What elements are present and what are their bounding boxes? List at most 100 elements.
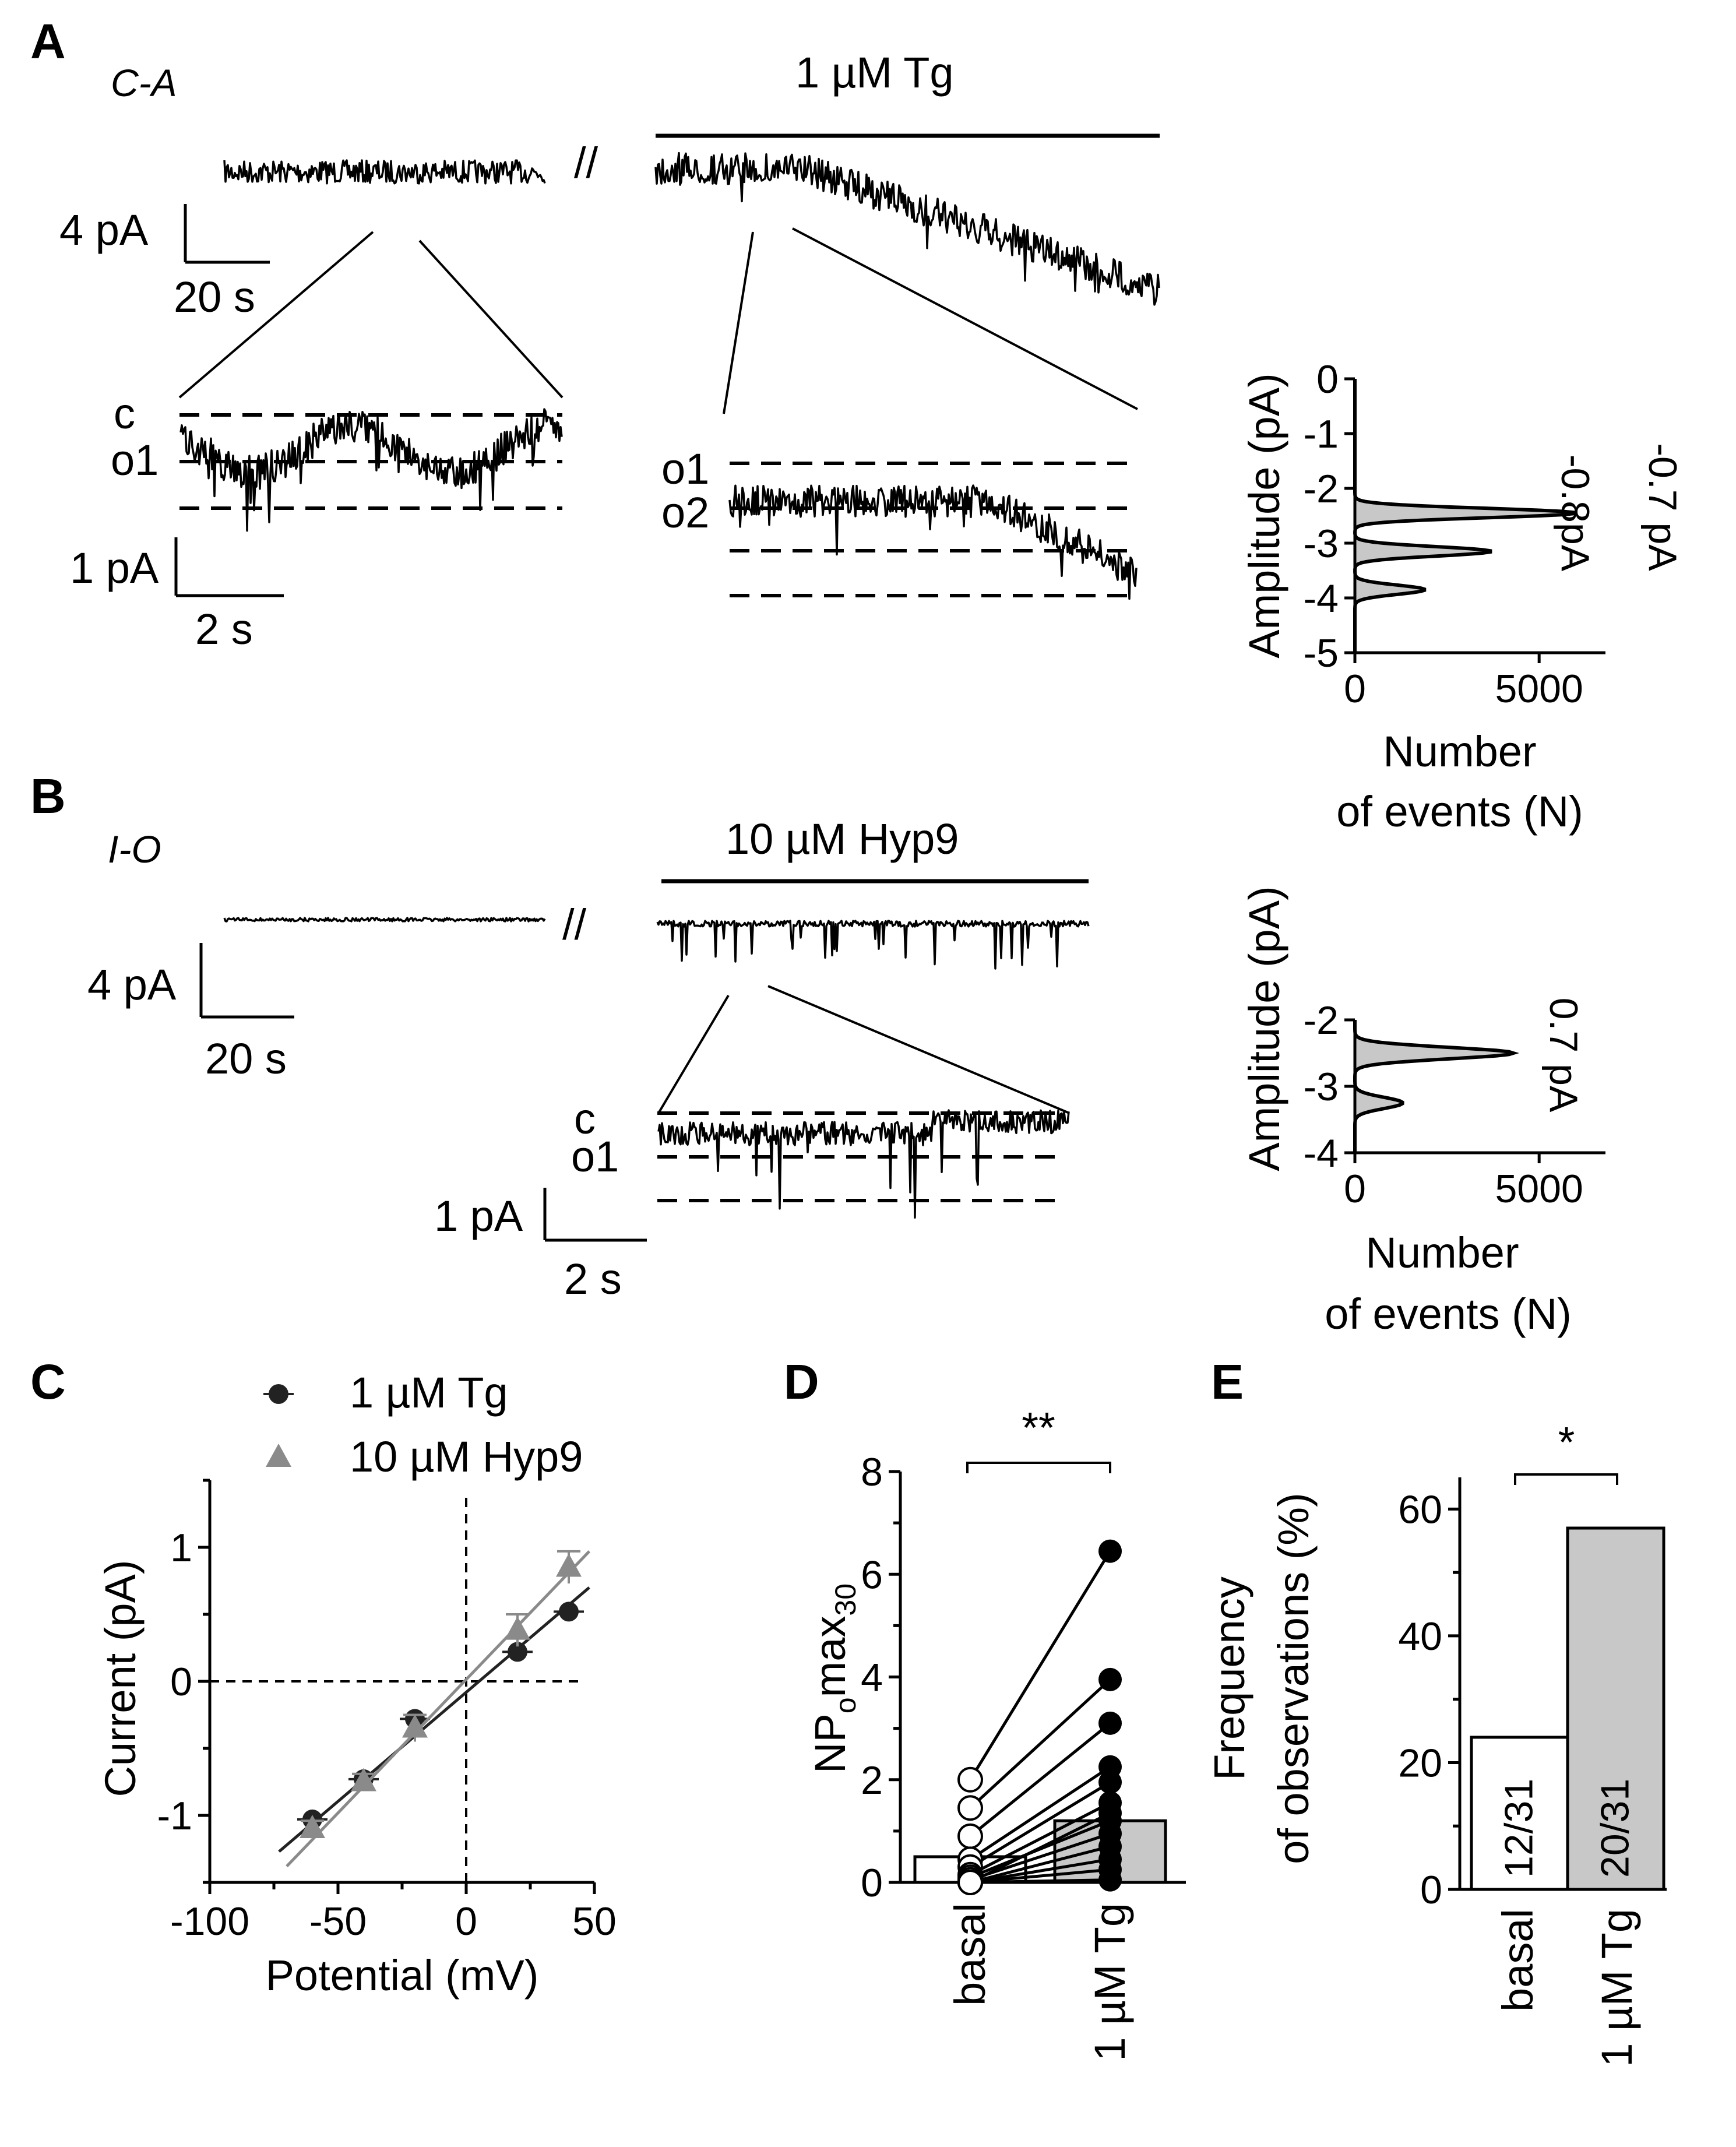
d-point-tg bbox=[1098, 1801, 1122, 1825]
d-ylabel: NPomax30 bbox=[806, 1583, 862, 1773]
e-sig-label: * bbox=[1558, 1418, 1575, 1466]
c-point-hyp9 bbox=[402, 1714, 428, 1738]
d-point-basal bbox=[957, 1766, 983, 1793]
hist-a-xlabel-2: of events (N) bbox=[1336, 787, 1583, 836]
d-point-tg bbox=[1098, 1711, 1122, 1735]
scale-b-x-label: 20 s bbox=[205, 1034, 287, 1083]
d-paired-line bbox=[969, 1550, 1112, 1781]
break-mark-b: // bbox=[562, 900, 587, 949]
scale-a-zoom-x-label: 2 s bbox=[195, 605, 253, 653]
d-point-basal bbox=[957, 1870, 983, 1895]
d-sig-bracket bbox=[966, 1462, 1111, 1473]
trace-b-zoom bbox=[657, 1109, 1070, 1219]
trace-a-basal bbox=[223, 159, 546, 185]
d-y-tick-label: 8 bbox=[861, 1450, 883, 1494]
level-label-a-c: c bbox=[114, 389, 135, 438]
hist-y-tick-label: 0 bbox=[1316, 357, 1339, 402]
c-x-tick-label: -50 bbox=[309, 1899, 367, 1944]
scale-b-zoom-x-label: 2 s bbox=[564, 1255, 622, 1303]
d-point-tg bbox=[1098, 1667, 1122, 1691]
scale-a-x-label: 20 s bbox=[174, 273, 255, 321]
c-x-tick-label: 50 bbox=[572, 1899, 617, 1944]
level-label-a-o1: o1 bbox=[111, 436, 159, 484]
scale-b-y-label: 4 pA bbox=[87, 960, 177, 1009]
c-ylabel: Current (pA) bbox=[96, 1560, 145, 1797]
d-paired-line bbox=[970, 1868, 1111, 1884]
hist-a-ylabel: Amplitude (pA) bbox=[1240, 373, 1288, 658]
d-y-tick-label: 4 bbox=[861, 1656, 883, 1700]
panel-label-b: B bbox=[30, 769, 66, 823]
level-label-a2-o1: o1 bbox=[661, 445, 709, 493]
hist-b-xlabel-1: Number bbox=[1365, 1229, 1519, 1277]
hist-y-tick-label: -3 bbox=[1304, 1065, 1339, 1109]
hist-x-tick-label: 0 bbox=[1344, 1167, 1366, 1211]
trace-a-zoom-drug bbox=[728, 484, 1138, 600]
e-y-tick-label: 40 bbox=[1398, 1614, 1442, 1659]
zoom-line-a3 bbox=[723, 231, 754, 414]
hist-a-annotation-2: -0.8pA bbox=[1553, 455, 1597, 572]
e-bar-0 bbox=[1470, 1736, 1569, 1891]
c-legend-label-hyp9: 10 µM Hyp9 bbox=[350, 1432, 583, 1481]
d-paired-line bbox=[970, 1845, 1111, 1884]
d-paired-line bbox=[969, 1765, 1111, 1861]
histogram-b: -2 -3 -40 5000 Amplitude (pA) Number of events… bbox=[1240, 886, 1605, 1338]
d-y-tick-label: 6 bbox=[861, 1553, 883, 1597]
chart-c-iv-plot: -100 -50 0 50 -1 0 1 Potential (mV) Current (pA)… bbox=[96, 1368, 617, 2000]
hist-y-tick-label: -5 bbox=[1304, 631, 1339, 675]
panel-label-c: C bbox=[30, 1354, 66, 1409]
chart-e-frequency: 0 20 40 60 12/31 20/31 * Frequency of observatio… bbox=[1205, 1418, 1667, 2067]
d-paired-line bbox=[970, 1878, 1111, 1884]
hist-a-annotation-1: -0.7 pA bbox=[1640, 443, 1685, 571]
hist-y-tick-label: -2 bbox=[1304, 998, 1339, 1043]
scale-a-y-label: 4 pA bbox=[59, 206, 149, 254]
hist-y-tick-label: -2 bbox=[1304, 467, 1339, 511]
c-x-tick-label: -100 bbox=[170, 1899, 249, 1944]
hist-x-tick-label: 5000 bbox=[1495, 1167, 1583, 1211]
c-point-hyp9 bbox=[351, 1768, 376, 1791]
scale-a-zoom-y-label: 1 pA bbox=[70, 544, 159, 592]
d-category-label-0: basal bbox=[946, 1903, 994, 2006]
drug-label-a: 1 µM Tg bbox=[795, 48, 954, 97]
d-paired-line bbox=[969, 1781, 1111, 1868]
e-y-tick-label: 20 bbox=[1398, 1741, 1442, 1785]
e-category-label-1: 1 µM Tg bbox=[1593, 1909, 1641, 2067]
zoom-line-b1 bbox=[657, 994, 730, 1114]
hist-y-tick-label: -1 bbox=[1304, 412, 1339, 456]
c-fit-line-0 bbox=[278, 1586, 590, 1853]
trace-a-zoom-basal bbox=[179, 408, 563, 532]
d-y-tick-label: 0 bbox=[861, 1861, 883, 1905]
chart-d-npo: 0 2 4 6 8 ** NPomax30 basal 1 µM Tg bbox=[806, 1403, 1186, 2061]
zoom-line-a2 bbox=[418, 240, 564, 399]
c-x-tick-label: 0 bbox=[455, 1899, 477, 1944]
hist-y-tick-label: -3 bbox=[1304, 522, 1339, 566]
hist-fill bbox=[1355, 379, 1575, 653]
config-label-a: C-A bbox=[111, 61, 177, 104]
zoom-line-a1 bbox=[178, 231, 374, 399]
d-paired-line bbox=[969, 1678, 1111, 1810]
hist-b-annotation: 0.7 pA bbox=[1541, 998, 1586, 1113]
hist-y-tick-label: -4 bbox=[1304, 1131, 1339, 1175]
panel-label-a: A bbox=[30, 14, 66, 69]
hist-fill bbox=[1355, 1020, 1513, 1153]
hist-b-xlabel-2: of events (N) bbox=[1325, 1290, 1572, 1338]
c-point-hyp9 bbox=[505, 1616, 530, 1640]
e-ylabel-1: Frequency bbox=[1205, 1576, 1253, 1780]
d-paired-line bbox=[970, 1857, 1111, 1884]
level-label-b-c: c bbox=[574, 1094, 596, 1143]
d-paired-line bbox=[969, 1722, 1111, 1838]
break-mark-a: // bbox=[574, 139, 598, 187]
e-category-label-0: basal bbox=[1494, 1909, 1542, 2012]
c-point-hyp9 bbox=[556, 1553, 582, 1577]
e-bar-label-0: 12/31 bbox=[1497, 1779, 1541, 1878]
d-category-label-1: 1 µM Tg bbox=[1086, 1903, 1134, 2061]
d-point-basal bbox=[957, 1823, 983, 1849]
e-bar-label-1: 20/31 bbox=[1593, 1779, 1638, 1878]
config-label-b: I-O bbox=[108, 828, 161, 871]
e-y-tick-label: 60 bbox=[1398, 1487, 1442, 1532]
c-y-tick-label: 1 bbox=[170, 1526, 192, 1570]
trace-a-drug bbox=[654, 152, 1160, 306]
d-point-basal bbox=[957, 1795, 983, 1821]
e-y-tick-label: 0 bbox=[1420, 1868, 1442, 1912]
hist-fit-curve bbox=[1353, 1020, 1520, 1152]
